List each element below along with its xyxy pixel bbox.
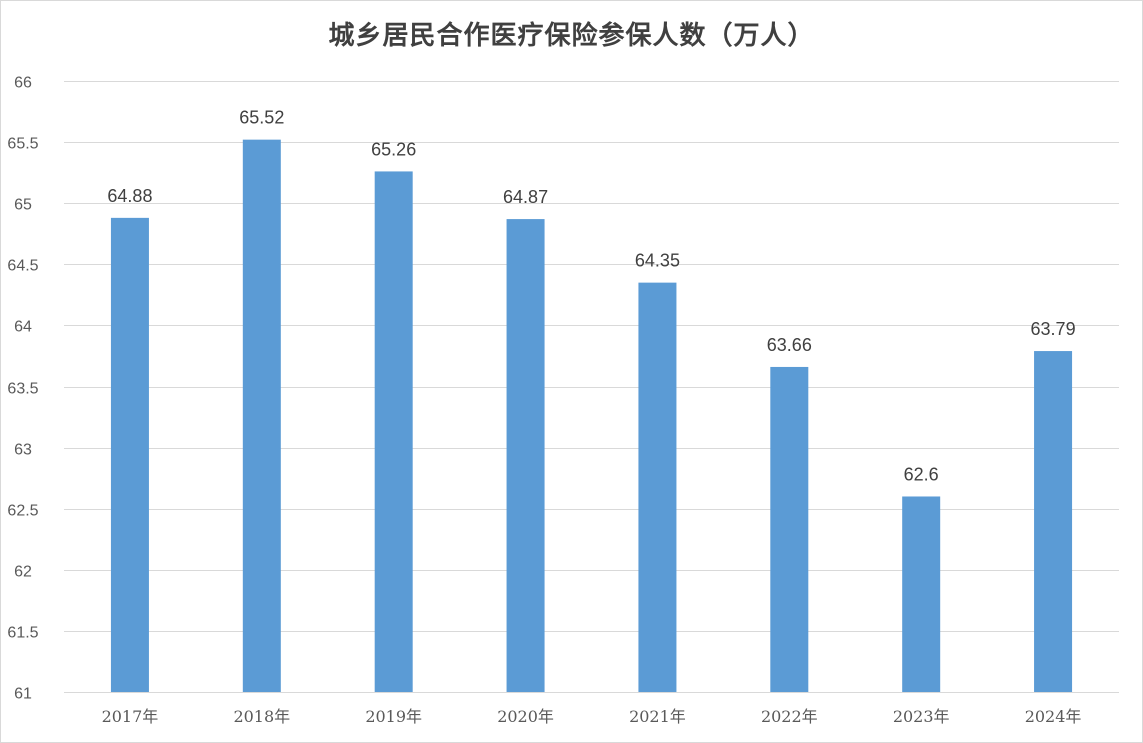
x-tick-label: 2021年 xyxy=(629,707,686,726)
data-label: 65.52 xyxy=(239,108,284,128)
x-axis-ticks: 2017年 2018年 2019年 2020年 2021年 2022年 2023年 2024年 xyxy=(102,707,1082,726)
bar-2021年 xyxy=(638,282,677,692)
y-tick-label: 65.5 xyxy=(7,136,38,153)
data-label: 62.6 xyxy=(904,464,939,484)
bar-2020年 xyxy=(506,219,545,692)
bar-2017年 xyxy=(110,217,149,692)
x-tick-label: 2019年 xyxy=(365,707,422,726)
y-tick-label: 63.5 xyxy=(7,381,38,398)
data-label: 64.87 xyxy=(503,187,548,207)
y-axis-ticks: 61 61.5 62 62.5 63 63.5 64 64.5 65 65.5 66 xyxy=(7,75,38,703)
x-tick-label: 2020年 xyxy=(497,707,554,726)
y-tick-label: 61 xyxy=(14,686,32,703)
data-label: 63.66 xyxy=(767,335,812,355)
data-label: 64.35 xyxy=(635,251,680,271)
bar-2018年 xyxy=(242,139,281,692)
bar-2024年 xyxy=(1034,351,1073,692)
x-tick-label: 2022年 xyxy=(761,707,818,726)
gridlines xyxy=(64,81,1119,693)
y-tick-label: 62.5 xyxy=(7,503,38,520)
data-label: 64.88 xyxy=(107,186,152,206)
y-tick-label: 64 xyxy=(14,319,32,336)
y-tick-label: 65 xyxy=(14,197,32,214)
x-tick-label: 2023年 xyxy=(893,707,950,726)
x-tick-label: 2018年 xyxy=(233,707,290,726)
y-tick-label: 66 xyxy=(14,75,32,92)
x-tick-label: 2017年 xyxy=(102,707,159,726)
data-label: 63.79 xyxy=(1031,319,1076,339)
data-labels: 64.88 65.52 65.26 64.87 64.35 63.66 62.6 63.79 xyxy=(107,108,1075,485)
chart-title: 城乡居民合作医疗保险参保人数（万人） xyxy=(328,21,815,51)
y-tick-label: 61.5 xyxy=(7,625,38,642)
y-tick-label: 63 xyxy=(14,442,32,459)
bars xyxy=(110,139,1073,693)
bar-2022年 xyxy=(770,366,809,692)
bar-2019年 xyxy=(374,171,413,693)
y-tick-label: 64.5 xyxy=(7,258,38,275)
y-tick-label: 62 xyxy=(14,564,32,581)
x-tick-label: 2024年 xyxy=(1025,707,1082,726)
bar-2023年 xyxy=(902,496,941,692)
data-label: 65.26 xyxy=(371,139,416,159)
